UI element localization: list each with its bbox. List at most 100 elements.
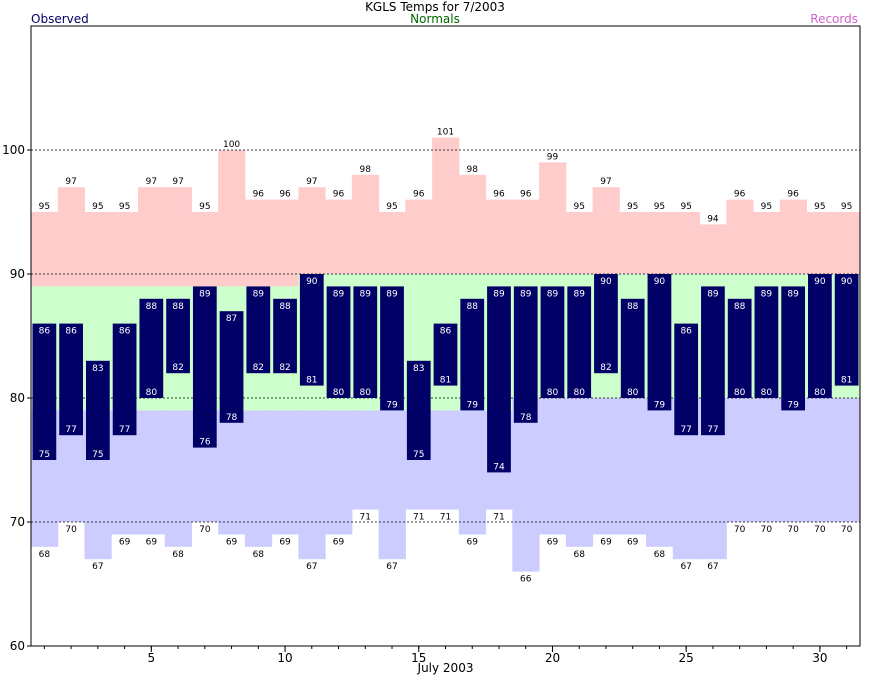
record-low-label: 69 <box>146 537 158 547</box>
observed-bar <box>406 360 431 460</box>
record-low-label: 68 <box>253 550 265 560</box>
observed-high-label: 89 <box>787 289 799 299</box>
record-low-label: 70 <box>814 525 826 535</box>
observed-bar <box>540 286 565 398</box>
record-low-label: 70 <box>841 525 853 535</box>
observed-bar <box>487 286 511 473</box>
record-high-bar <box>458 174 487 274</box>
observed-low-label: 79 <box>654 400 666 410</box>
observed-high-label: 86 <box>680 327 692 337</box>
observed-bar <box>32 323 57 460</box>
observed-bar <box>59 323 83 436</box>
record-high-bar <box>565 212 594 274</box>
record-high-bar <box>485 199 513 274</box>
record-high-label: 95 <box>627 202 638 212</box>
record-low-bar <box>726 398 754 522</box>
record-high-label: 98 <box>360 165 372 175</box>
observed-bar <box>326 286 351 398</box>
observed-low-label: 77 <box>680 425 691 435</box>
observed-high-label: 88 <box>146 302 158 312</box>
observed-high-label: 88 <box>467 302 479 312</box>
observed-low-label: 78 <box>520 413 532 423</box>
record-high-label: 96 <box>333 190 345 200</box>
record-low-bar <box>378 410 406 560</box>
observed-bar <box>246 286 271 374</box>
record-high-bar <box>512 199 540 274</box>
observed-high-label: 90 <box>654 277 666 287</box>
record-high-label: 100 <box>223 140 240 150</box>
observed-low-label: 82 <box>600 363 611 373</box>
record-high-label: 97 <box>172 177 183 187</box>
observed-bar <box>166 298 190 374</box>
record-high-bar <box>325 199 353 274</box>
observed-low-label: 74 <box>493 462 505 472</box>
observed-low-label: 82 <box>279 363 290 373</box>
observed-high-label: 90 <box>600 277 612 287</box>
observed-high-label: 89 <box>573 289 585 299</box>
observed-bar <box>299 274 324 386</box>
x-axis-label: July 2003 <box>417 661 474 675</box>
record-low-label: 69 <box>627 537 639 547</box>
legend-normals: Normals <box>410 12 460 26</box>
record-low-label: 69 <box>279 537 291 547</box>
record-high-bar <box>298 187 326 274</box>
observed-bar <box>353 286 378 398</box>
record-high-label: 96 <box>413 190 425 200</box>
record-low-label: 67 <box>92 562 103 572</box>
record-high-label: 95 <box>39 202 50 212</box>
observed-high-label: 88 <box>279 302 291 312</box>
record-low-label: 68 <box>172 550 184 560</box>
record-high-bar <box>806 212 834 274</box>
y-tick-label: 100 <box>2 143 25 157</box>
record-high-label: 96 <box>493 190 505 200</box>
observed-low-label: 80 <box>573 388 585 398</box>
record-low-label: 69 <box>333 537 345 547</box>
observed-high-label: 89 <box>493 289 505 299</box>
observed-low-label: 77 <box>119 425 130 435</box>
record-high-bar <box>539 162 567 274</box>
observed-high-label: 86 <box>39 327 51 337</box>
record-high-bar <box>84 212 112 287</box>
y-tick-label: 60 <box>10 639 25 653</box>
record-high-bar <box>137 187 166 287</box>
record-high-bar <box>432 137 460 274</box>
x-tick-label: 15 <box>411 651 426 665</box>
observed-low-label: 75 <box>413 450 424 460</box>
record-high-bar <box>164 187 192 287</box>
observed-bar <box>594 274 618 374</box>
record-low-bar <box>244 410 273 547</box>
observed-high-label: 86 <box>65 327 77 337</box>
observed-low-label: 77 <box>707 425 718 435</box>
record-high-bar <box>378 212 406 274</box>
record-high-label: 95 <box>573 202 584 212</box>
record-low-label: 70 <box>199 525 211 535</box>
record-low-label: 70 <box>65 525 77 535</box>
record-low-label: 71 <box>440 513 451 523</box>
observed-bar <box>219 311 244 423</box>
record-high-label: 101 <box>437 128 454 138</box>
observed-low-label: 80 <box>814 388 826 398</box>
observed-low-label: 80 <box>146 388 158 398</box>
observed-high-label: 89 <box>520 289 532 299</box>
observed-bar <box>754 286 779 398</box>
chart-title: KGLS Temps for 7/2003 <box>365 0 505 14</box>
record-high-bar <box>244 199 273 287</box>
record-low-label: 68 <box>654 550 666 560</box>
record-low-label: 67 <box>707 562 718 572</box>
observed-high-label: 86 <box>119 327 131 337</box>
record-high-bar <box>111 212 139 287</box>
record-low-bar <box>298 410 326 560</box>
observed-low-label: 82 <box>253 363 264 373</box>
record-high-bar <box>646 212 674 274</box>
record-low-label: 69 <box>226 537 238 547</box>
observed-bar <box>781 286 806 411</box>
record-low-label: 67 <box>306 562 317 572</box>
observed-low-label: 80 <box>761 388 773 398</box>
observed-high-label: 88 <box>734 302 746 312</box>
record-high-bar <box>753 212 781 274</box>
record-low-bar <box>164 410 192 547</box>
record-high-label: 95 <box>761 202 772 212</box>
record-high-label: 96 <box>253 190 265 200</box>
y-tick-label: 70 <box>10 515 25 529</box>
record-high-bar <box>726 199 754 274</box>
